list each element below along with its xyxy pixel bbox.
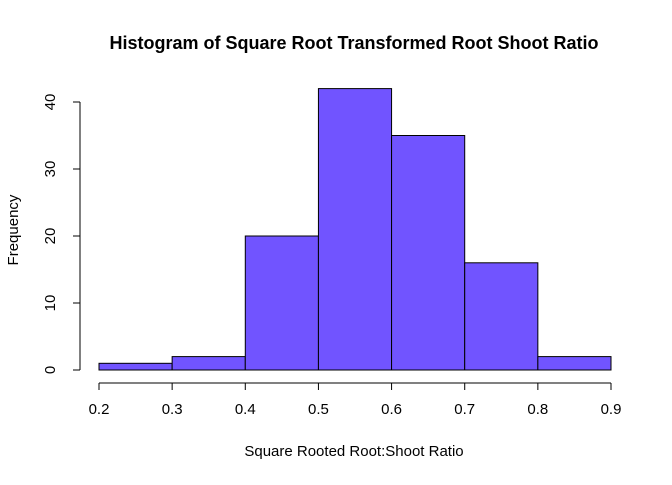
x-tick-label: 0.8: [527, 401, 548, 418]
histogram-bar-3: [317, 88, 393, 371]
histogram-bar-4: [391, 135, 466, 371]
x-axis-label: Square Rooted Root:Shoot Ratio: [244, 443, 463, 460]
x-tick-label: 0.6: [381, 401, 402, 418]
y-tick-label: 20: [42, 228, 59, 245]
y-tick-label: 30: [42, 161, 59, 178]
x-axis: 0.2 0.3 0.4 0.5 0.6 0.7 0.8 0.9: [89, 382, 622, 418]
x-tick-label: 0.3: [162, 401, 183, 418]
histogram-bar-5: [464, 262, 539, 371]
histogram-bar-1: [171, 356, 246, 371]
x-tick-label: 0.7: [454, 401, 475, 418]
x-tick-label: 0.9: [601, 401, 622, 418]
y-tick-label: 10: [42, 295, 59, 312]
y-tick-label: 40: [42, 94, 59, 111]
y-axis-label: Frequency: [5, 194, 22, 265]
histogram-bar-0: [98, 362, 173, 371]
x-tick-label: 0.5: [308, 401, 329, 418]
x-tick-label: 0.2: [89, 401, 110, 418]
bars-layer: [98, 88, 612, 371]
histogram-bar-2: [244, 235, 319, 371]
chart-title: Histogram of Square Root Transformed Roo…: [109, 33, 598, 53]
x-tick-label: 0.4: [235, 401, 256, 418]
histogram-bar-6: [537, 356, 612, 371]
y-tick-label: 0: [42, 366, 59, 374]
y-axis: 0 10 20 30 40: [42, 94, 81, 374]
